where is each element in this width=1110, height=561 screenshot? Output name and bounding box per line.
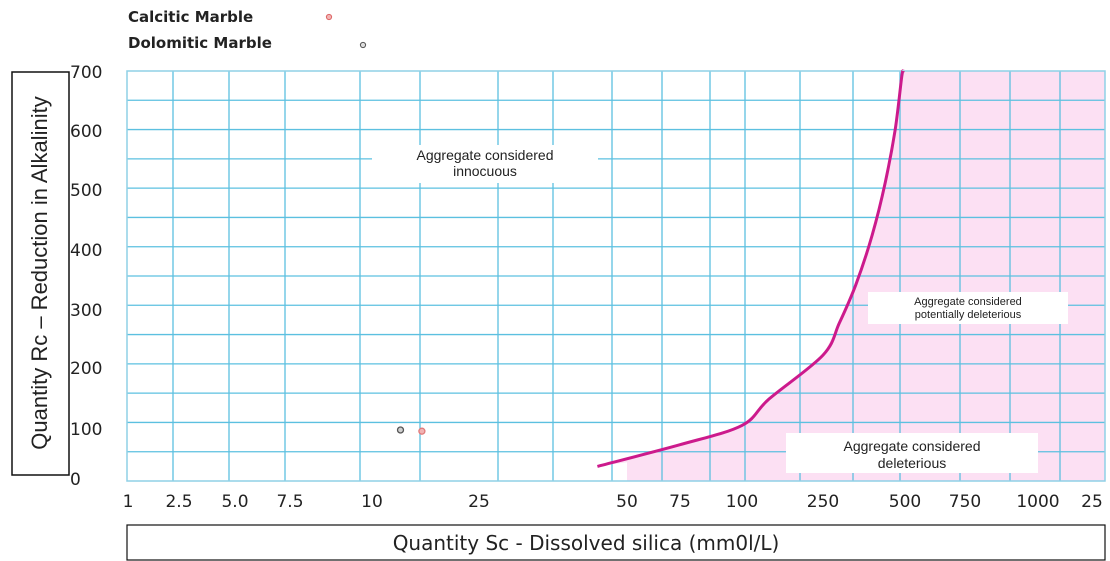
point-calcitic-marble	[418, 427, 426, 435]
x-tick-5.0: 5.0	[221, 492, 248, 512]
x-tick-75: 75	[669, 492, 691, 512]
x-tick-7.5: 7.5	[276, 492, 303, 512]
grid	[127, 71, 1105, 481]
legend-label-calcitic: Calcitic Marble	[128, 8, 253, 26]
annotation-potentially-deleterious: Aggregate considered potentially deleter…	[868, 292, 1068, 324]
y-ticks: 0 100 200 300 400 500 600 700	[70, 63, 102, 490]
y-axis-label: Quantity Rc – Reduction in Alkalinity	[27, 96, 52, 449]
x-ticks: 1 2.5 5.0 7.5 10 25 50 75 100 250 500 75…	[123, 492, 1103, 512]
legend-marker-dolomitic	[359, 41, 367, 49]
x-axis-label-box	[126, 524, 1106, 561]
annotation-potential-line-2: potentially deleterious	[915, 309, 1022, 321]
x-tick-25: 25	[468, 492, 490, 512]
x-axis-label: Quantity Sc - Dissolved silica (mm0l/L)	[393, 531, 780, 555]
x-tick-2.5: 2.5	[165, 492, 192, 512]
annotation-innocuous-line-1: Aggregate considered	[417, 147, 554, 163]
y-tick-100: 100	[70, 420, 102, 440]
annotation-innocuous-line-2: innocuous	[453, 163, 517, 179]
x-tick-100: 100	[726, 492, 758, 512]
x-tick-25-edge: 25	[1081, 492, 1103, 512]
x-tick-1000: 1000	[1016, 492, 1059, 512]
y-tick-700: 700	[70, 63, 102, 83]
point-dolomitic-marble	[396, 426, 405, 434]
legend-label-dolomitic: Dolomitic Marble	[128, 34, 272, 52]
annotation-deleterious-line-2: deleterious	[878, 455, 947, 471]
x-tick-250: 250	[807, 492, 839, 512]
annotation-deleterious: Aggregate considered deleterious	[786, 433, 1038, 473]
y-tick-300: 300	[70, 301, 102, 321]
legend-marker-calcitic	[325, 13, 333, 21]
annotation-deleterious-line-1: Aggregate considered	[844, 438, 981, 454]
annotation-innocuous: Aggregate considered innocuous	[372, 145, 598, 183]
annotation-potential-line-1: Aggregate considered	[914, 296, 1022, 308]
y-tick-600: 600	[70, 122, 102, 142]
y-tick-500: 500	[70, 181, 102, 201]
y-tick-0: 0	[70, 470, 81, 490]
boundary-curve	[597, 69, 905, 468]
x-tick-750: 750	[949, 492, 981, 512]
x-tick-10: 10	[361, 492, 383, 512]
y-tick-200: 200	[70, 359, 102, 379]
plot-frame	[126, 70, 1106, 482]
y-axis-label-box	[11, 71, 70, 476]
legend: Calcitic Marble Dolomitic Marble	[128, 8, 367, 52]
x-tick-500: 500	[889, 492, 921, 512]
y-tick-400: 400	[70, 241, 102, 261]
deleterious-region	[597, 71, 1105, 481]
x-tick-1: 1	[123, 492, 134, 512]
data-points	[396, 426, 426, 435]
x-tick-50: 50	[616, 492, 638, 512]
